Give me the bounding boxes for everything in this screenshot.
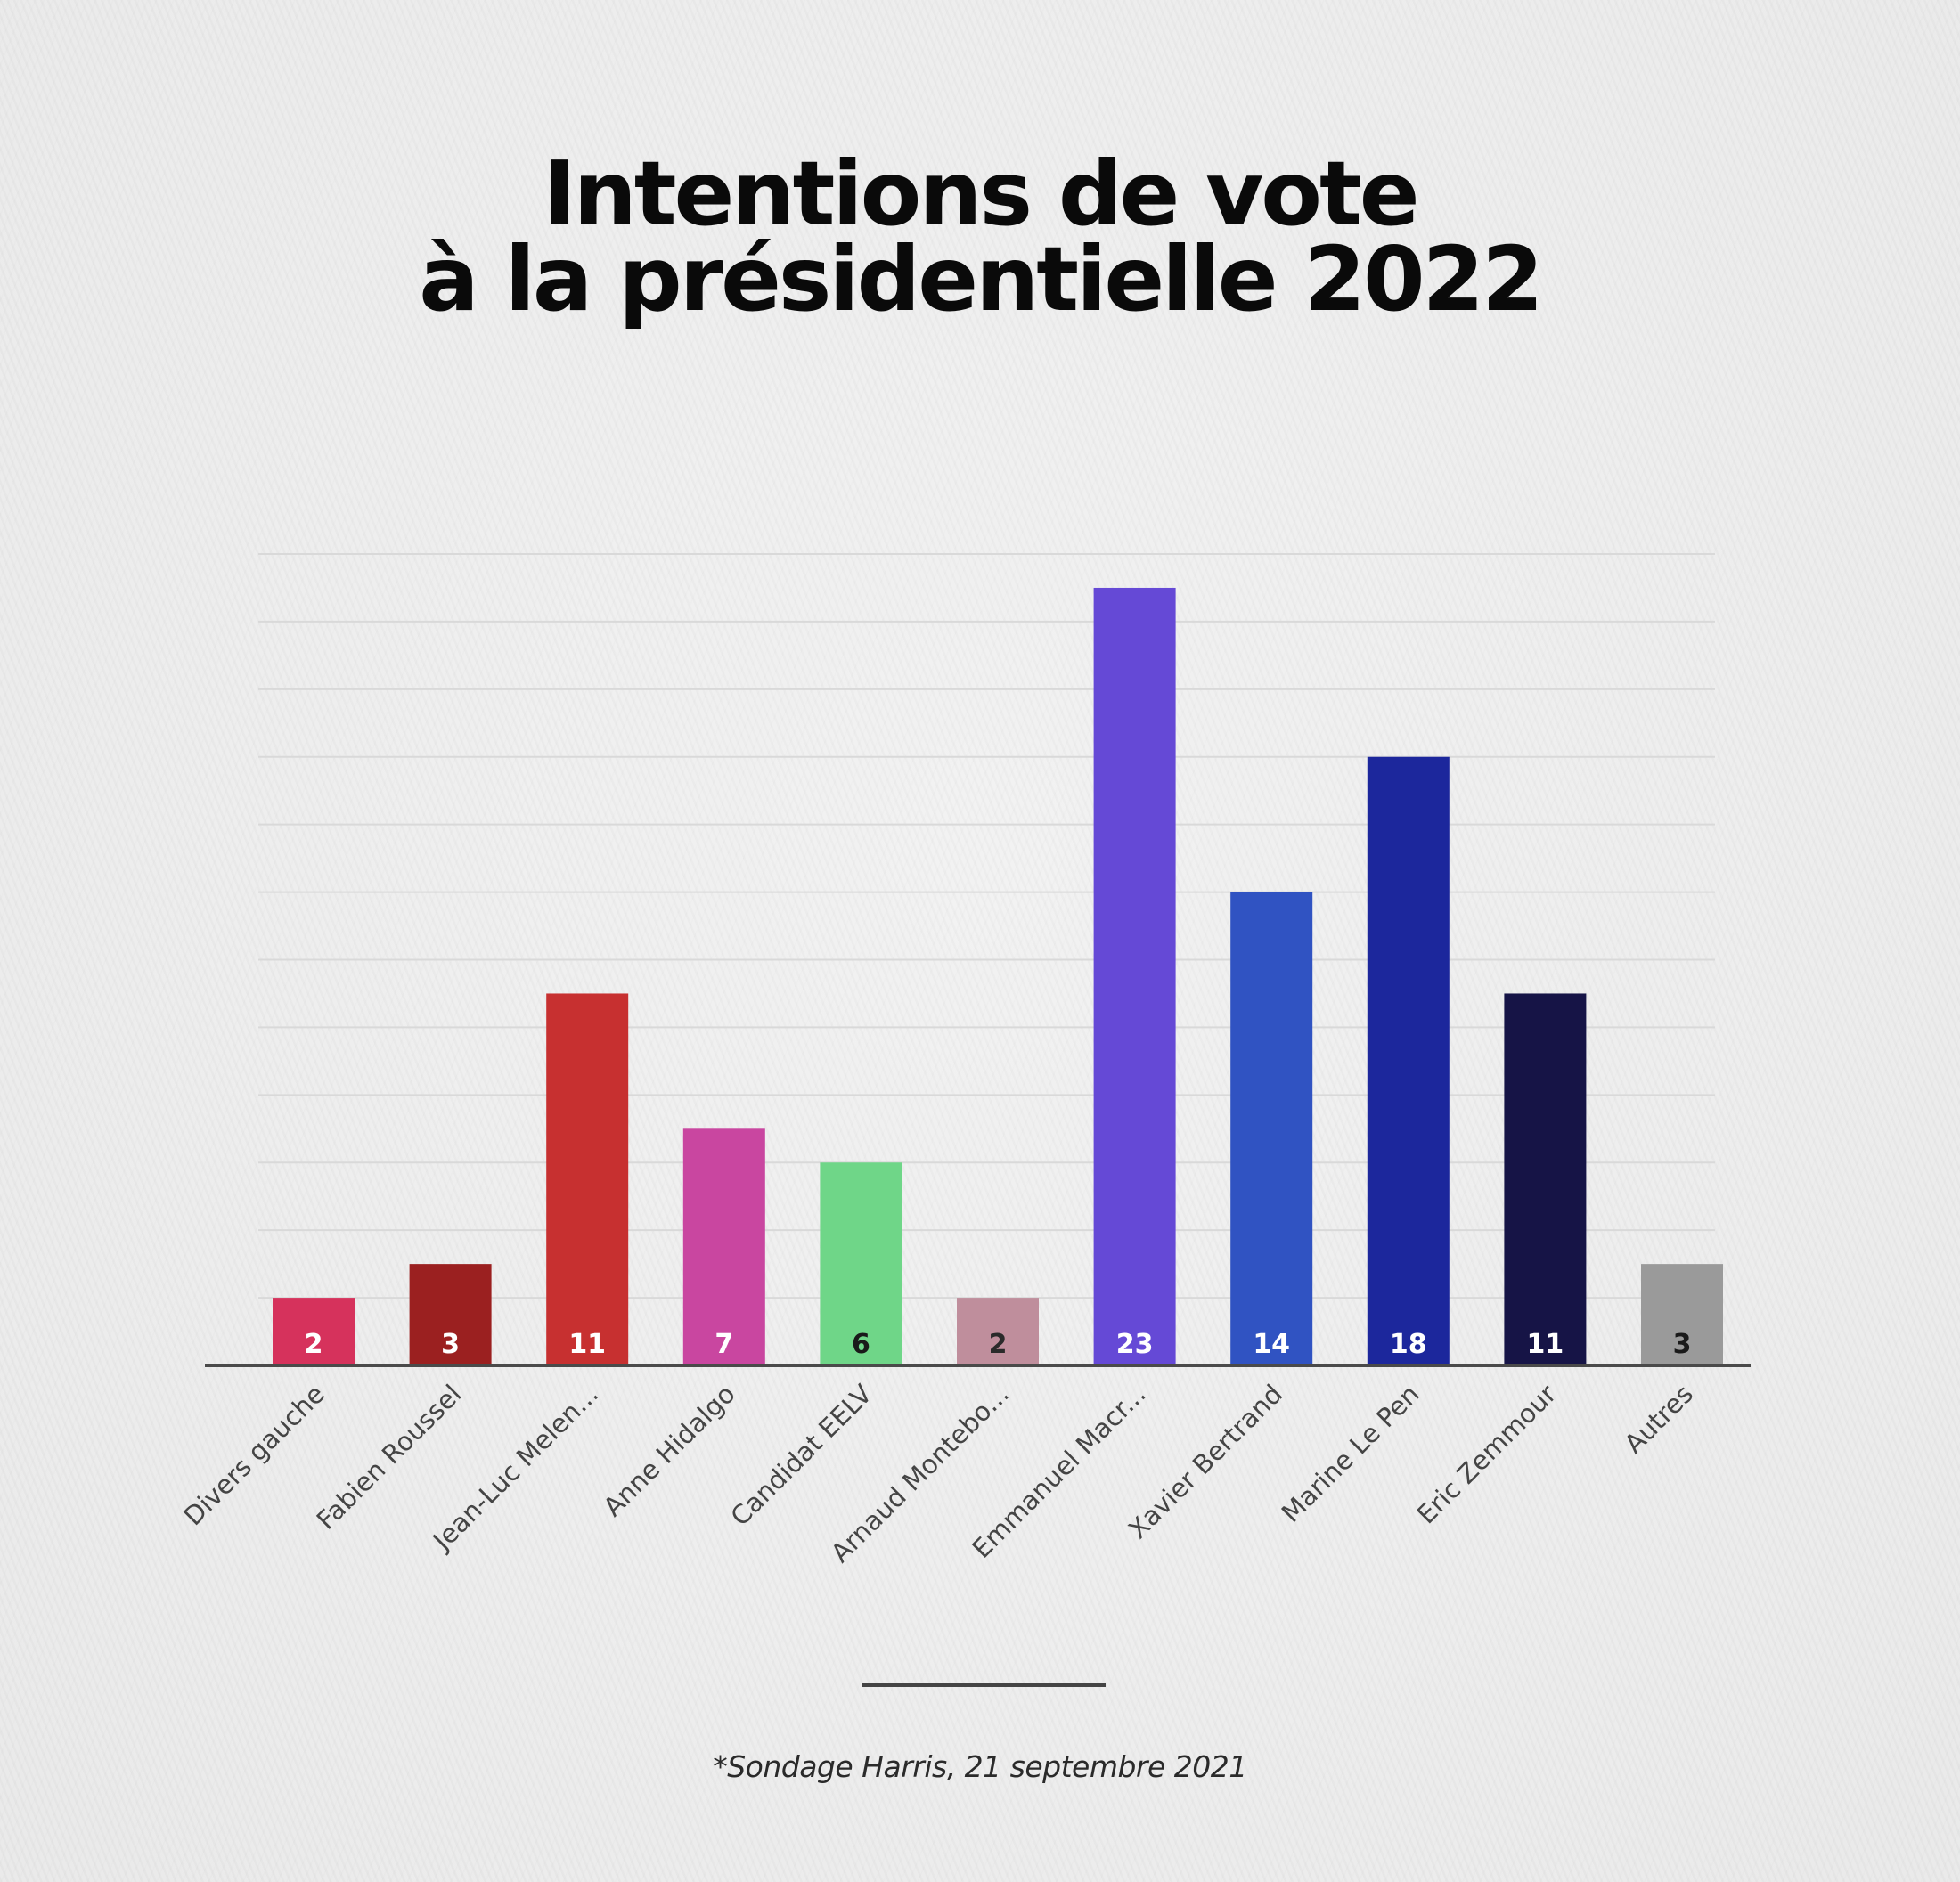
x-tick-label: Autres xyxy=(1619,1379,1699,1459)
bar xyxy=(546,993,629,1365)
bar xyxy=(273,1298,355,1365)
bar-value-label: 23 xyxy=(1116,1329,1154,1360)
bar xyxy=(1367,756,1450,1365)
bar-value-label: 18 xyxy=(1390,1329,1427,1360)
bar-value-label: 2 xyxy=(305,1329,323,1360)
x-tick-label: Anne Hidalgo xyxy=(598,1379,741,1522)
bar xyxy=(957,1298,1039,1365)
bar xyxy=(1504,993,1587,1365)
gridlines xyxy=(258,553,1715,1299)
bar-value-label: 11 xyxy=(568,1329,606,1360)
bar xyxy=(1641,1264,1723,1365)
chart-title: Intentions de vote à la présidentielle 2… xyxy=(0,142,1960,331)
footer-divider xyxy=(862,1683,1106,1687)
bar xyxy=(820,1162,902,1365)
value-labels: 2 3 11 7 6 2 23 14 18 11 3 xyxy=(305,1329,1692,1360)
bar xyxy=(409,1264,492,1365)
x-tick-label: Divers gauche xyxy=(178,1379,331,1531)
chart-title-line-2: à la présidentielle 2022 xyxy=(419,227,1543,331)
bar-value-label: 14 xyxy=(1253,1329,1290,1360)
bar-value-label: 3 xyxy=(1673,1329,1692,1360)
bar xyxy=(1093,587,1176,1365)
source-note: *Sondage Harris, 21 septembre 2021 xyxy=(713,1749,1247,1784)
bar xyxy=(1230,892,1313,1365)
x-tick-label: Marine Le Pen xyxy=(1276,1379,1425,1528)
bar-value-label: 6 xyxy=(852,1329,870,1360)
bar-value-label: 2 xyxy=(989,1329,1008,1360)
bar-value-label: 3 xyxy=(441,1329,460,1360)
chart-title-line-1: Intentions de vote xyxy=(543,142,1419,246)
x-tick-label: Fabien Roussel xyxy=(311,1379,468,1536)
x-tick-label: Eric Zemmour xyxy=(1411,1379,1563,1530)
bar xyxy=(682,1128,765,1365)
bars xyxy=(273,587,1723,1365)
bar-value-label: 11 xyxy=(1527,1329,1564,1360)
bar-value-label: 7 xyxy=(715,1329,733,1360)
x-tick-label: Candidat EELV xyxy=(724,1379,878,1532)
